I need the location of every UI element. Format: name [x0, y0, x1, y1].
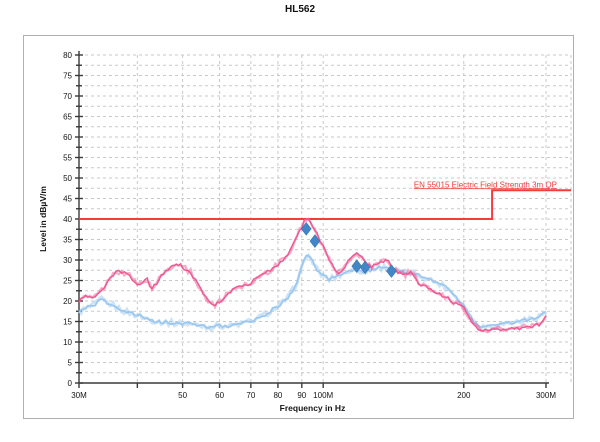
svg-text:10: 10: [63, 338, 72, 347]
svg-text:70: 70: [63, 92, 72, 101]
svg-text:40: 40: [63, 215, 72, 224]
svg-text:5: 5: [68, 359, 73, 368]
svg-text:25: 25: [63, 277, 72, 286]
diamond-marker: [386, 264, 397, 278]
svg-text:75: 75: [63, 72, 72, 81]
svg-text:35: 35: [63, 236, 72, 245]
svg-text:50: 50: [178, 391, 187, 400]
diamond-marker: [300, 221, 312, 236]
trace-pink: [78, 217, 547, 334]
emc-level-plot: 0 5 10 15 20 25 30 35 40 45 50 55 60 65 70 75 80 30M 50 60 7…: [38, 51, 572, 413]
chart-title: HL562: [284, 4, 315, 15]
svg-text:70: 70: [246, 391, 255, 400]
svg-text:80: 80: [273, 391, 282, 400]
svg-text:65: 65: [63, 113, 72, 122]
svg-text:30: 30: [63, 256, 72, 265]
svg-text:45: 45: [63, 195, 72, 204]
svg-text:30M: 30M: [71, 391, 87, 400]
svg-text:60: 60: [215, 391, 224, 400]
y-tick-labels: 0 5 10 15 20 25 30 35 40 45 50 55 60 65 70 75 80: [63, 51, 72, 388]
diamond-marker: [309, 234, 321, 249]
svg-text:100M: 100M: [313, 391, 333, 400]
svg-text:200: 200: [457, 391, 471, 400]
svg-text:90: 90: [297, 391, 306, 400]
svg-text:300M: 300M: [536, 391, 556, 400]
limit-line-label: EN 55015 Electric Field Strength 3m QP: [414, 180, 557, 189]
svg-text:15: 15: [63, 318, 72, 327]
y-axis-title: Level in dBµV/m: [38, 186, 48, 252]
trace-light-blue: [77, 252, 547, 333]
svg-text:80: 80: [63, 51, 72, 60]
x-tick-labels: 30M 50 60 70 80 90 100M 200 300M: [71, 391, 556, 400]
diamond-marker: [359, 260, 371, 275]
chart-frame: 0 5 10 15 20 25 30 35 40 45 50 55 60 65 70 75 80 30M 50 60 7…: [23, 35, 574, 419]
diamond-marker: [351, 259, 363, 274]
svg-text:0: 0: [68, 379, 73, 388]
svg-text:20: 20: [63, 297, 72, 306]
x-axis-title: Frequency in Hz: [280, 403, 346, 413]
limit-line: [79, 189, 571, 220]
svg-text:55: 55: [63, 154, 72, 163]
svg-text:50: 50: [63, 174, 72, 183]
peak-markers: [300, 221, 397, 278]
svg-text:60: 60: [63, 133, 72, 142]
